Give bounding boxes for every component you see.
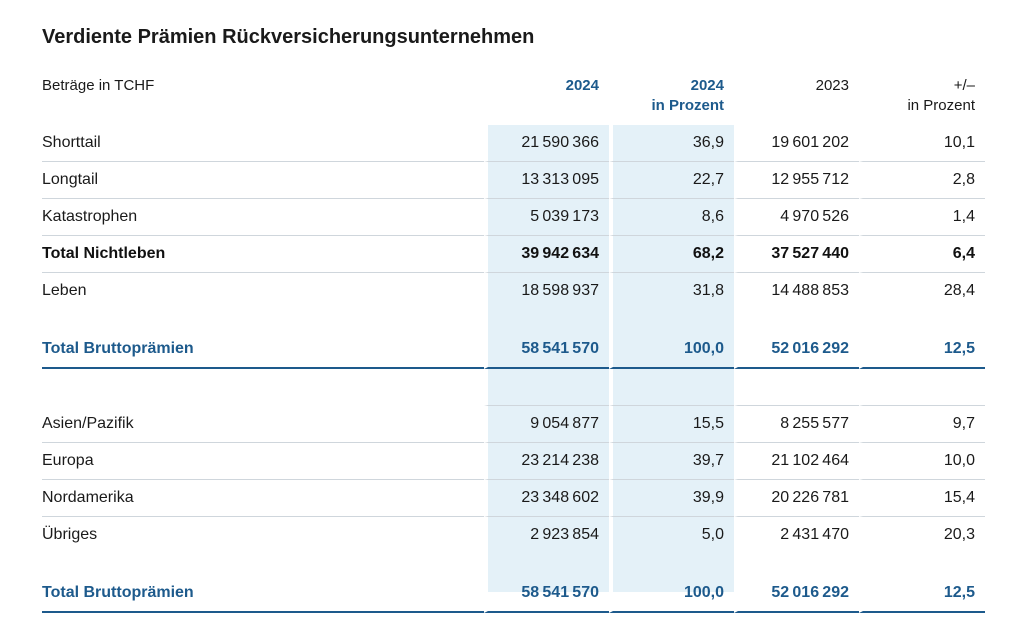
header-label: Beträge in TCHF (42, 77, 155, 94)
cell-2023: 14 488 853 (734, 273, 859, 309)
cell-2023: 21 102 464 (734, 443, 859, 480)
cell-2024-percent: 22,7 (609, 162, 734, 199)
header-2024-percent: 2024 in Prozent (651, 77, 724, 114)
cell-2024: 58 541 570 (484, 331, 609, 369)
cell-2024-percent: 31,8 (609, 273, 734, 309)
header-2024: 2024 (565, 77, 599, 94)
cell-2024-percent: 100,0 (609, 575, 734, 613)
table-row: Nordamerika 23 348 602 39,9 20 226 781 15,4 (42, 480, 985, 517)
cell-change: 12,5 (859, 575, 985, 613)
cell-2024: 5 039 173 (484, 199, 609, 236)
cell-2023: 2 431 470 (734, 517, 859, 553)
cell-change: 2,8 (859, 162, 985, 199)
cell-change: 10,1 (859, 125, 985, 162)
cell-2024-percent: 100,0 (609, 331, 734, 369)
cell-change: 1,4 (859, 199, 985, 236)
row-label: Europa (42, 443, 484, 480)
table-row: Katastrophen 5 039 173 8,6 4 970 526 1,4 (42, 199, 985, 236)
table-row: Total Nichtleben 39 942 634 68,2 37 527 440… (42, 236, 985, 273)
cell-2024-percent: 15,5 (609, 406, 734, 443)
cell-2023: 52 016 292 (734, 575, 859, 613)
cell-2024: 21 590 366 (484, 125, 609, 162)
total-row: Total Bruttoprämien 58 541 570 100,0 52 … (42, 331, 985, 369)
highlight-column-2024-percent (613, 125, 734, 592)
table-row: Leben 18 598 937 31,8 14 488 853 28,4 (42, 273, 985, 309)
cell-2024-percent: 68,2 (609, 236, 734, 273)
row-label: Total Bruttoprämien (42, 331, 484, 369)
cell-2023: 52 016 292 (734, 331, 859, 369)
cell-2024-percent: 8,6 (609, 199, 734, 236)
cell-change: 20,3 (859, 517, 985, 553)
table-row: Longtail 13 313 095 22,7 12 955 712 2,8 (42, 162, 985, 199)
cell-change: 10,0 (859, 443, 985, 480)
row-label: Shorttail (42, 125, 484, 162)
row-label: Nordamerika (42, 480, 484, 517)
cell-2024: 9 054 877 (484, 406, 609, 443)
cell-change: 9,7 (859, 406, 985, 443)
table-row: Europa 23 214 238 39,7 21 102 464 10,0 (42, 443, 985, 480)
cell-2023: 12 955 712 (734, 162, 859, 199)
cell-2024: 23 214 238 (484, 443, 609, 480)
table-header-row: Beträge in TCHF 2024 2024 in Prozent 2023… (42, 76, 985, 125)
page-title: Verdiente Prämien Rückversicherungsunter… (42, 26, 535, 48)
cell-2024: 13 313 095 (484, 162, 609, 199)
cell-2023: 8 255 577 (734, 406, 859, 443)
cell-2024-percent: 39,7 (609, 443, 734, 480)
cell-2024: 18 598 937 (484, 273, 609, 309)
row-label: Longtail (42, 162, 484, 199)
row-label: Total Bruttoprämien (42, 575, 484, 613)
cell-change: 6,4 (859, 236, 985, 273)
cell-2023: 37 527 440 (734, 236, 859, 273)
header-change-percent: +/– in Prozent (907, 77, 975, 114)
table-row: Übriges 2 923 854 5,0 2 431 470 20,3 (42, 517, 985, 553)
cell-2024-percent: 39,9 (609, 480, 734, 517)
cell-change: 28,4 (859, 273, 985, 309)
premiums-table: Beträge in TCHF 2024 2024 in Prozent 2023… (42, 76, 985, 613)
row-label: Asien/Pazifik (42, 406, 484, 443)
highlight-column-2024 (488, 125, 609, 592)
table-row: Asien/Pazifik 9 054 877 15,5 8 255 577 9,7 (42, 406, 985, 443)
blank-row (42, 369, 985, 406)
total-row: Total Bruttoprämien 58 541 570 100,0 52 … (42, 575, 985, 613)
row-label: Leben (42, 282, 87, 299)
header-2023: 2023 (815, 77, 849, 94)
row-label: Total Nichtleben (42, 236, 484, 273)
cell-2023: 20 226 781 (734, 480, 859, 517)
cell-change: 12,5 (859, 331, 985, 369)
table-row: Shorttail 21 590 366 36,9 19 601 202 10,1 (42, 125, 985, 162)
cell-2024: 2 923 854 (484, 517, 609, 553)
cell-2024: 58 541 570 (484, 575, 609, 613)
cell-2024-percent: 5,0 (609, 517, 734, 553)
cell-2023: 4 970 526 (734, 199, 859, 236)
cell-change: 15,4 (859, 480, 985, 517)
cell-2024-percent: 36,9 (609, 125, 734, 162)
cell-2024: 39 942 634 (484, 236, 609, 273)
row-label: Übriges (42, 526, 98, 543)
row-label: Katastrophen (42, 199, 484, 236)
cell-2024: 23 348 602 (484, 480, 609, 517)
cell-2023: 19 601 202 (734, 125, 859, 162)
